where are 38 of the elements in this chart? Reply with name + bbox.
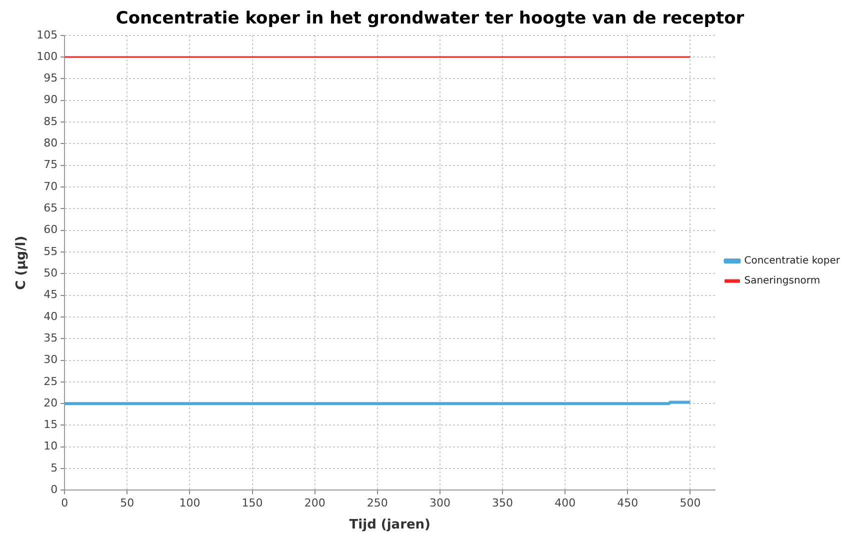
y-tick-label: 90 [44, 93, 58, 106]
y-tick-label: 55 [44, 244, 58, 258]
legend-label: Concentratie koper [744, 256, 841, 267]
x-tick-label: 250 [366, 496, 388, 510]
y-tick-label: 100 [36, 50, 58, 63]
y-tick-label: 65 [44, 202, 58, 215]
y-tick-label: 25 [44, 374, 58, 388]
y-tick-label: 30 [44, 353, 58, 366]
x-tick-label: 450 [617, 496, 638, 510]
y-tick-label: 75 [44, 158, 58, 172]
y-tick-label: 20 [44, 396, 58, 410]
x-tick-label: 150 [242, 496, 263, 510]
y-tick-label: 15 [44, 418, 58, 432]
y-tick-label: 50 [44, 266, 58, 280]
y-axis-title: C (µg/l) [14, 236, 30, 290]
y-tick-label: 45 [44, 288, 58, 302]
x-tick-label: 350 [492, 496, 514, 510]
y-tick-label: 70 [44, 180, 58, 193]
x-tick-label: 400 [554, 496, 576, 510]
x-tick-label: 500 [680, 496, 701, 510]
y-tick-label: 80 [44, 136, 58, 150]
y-tick-label: 40 [44, 310, 58, 323]
y-tick-label: 85 [44, 114, 58, 128]
y-tick-label: 10 [44, 440, 58, 453]
x-tick-label: 100 [179, 496, 200, 510]
y-tick-label: 95 [44, 72, 58, 85]
chart-title: Concentratie koper in het grondwater ter hoogte van de receptor [116, 8, 745, 29]
y-tick-label: 0 [50, 483, 58, 496]
legend-label: Saneringsnorm [744, 276, 820, 287]
x-axis-title: Tijd (jaren) [349, 518, 431, 533]
x-tick-label: 200 [304, 496, 326, 510]
y-tick-label: 5 [50, 461, 58, 474]
x-tick-label: 0 [61, 496, 68, 510]
y-tick-label: 105 [36, 28, 58, 42]
y-tick-label: 35 [44, 331, 58, 344]
x-tick-label: 50 [120, 496, 134, 510]
x-tick-label: 300 [429, 496, 450, 510]
y-tick-label: 60 [44, 223, 58, 236]
